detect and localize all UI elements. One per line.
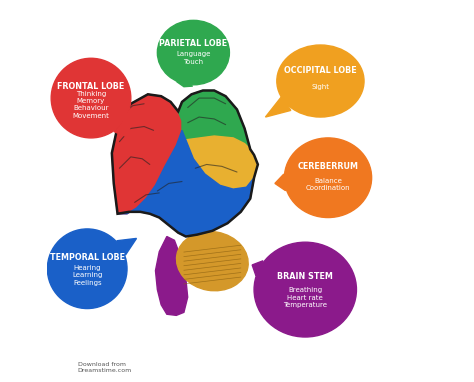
Polygon shape: [252, 261, 263, 276]
Text: BRAIN STEM: BRAIN STEM: [277, 272, 333, 281]
Ellipse shape: [47, 229, 127, 309]
Text: OCCIPITAL LOBE: OCCIPITAL LOBE: [284, 66, 357, 75]
Ellipse shape: [284, 138, 372, 217]
Polygon shape: [118, 130, 254, 236]
Ellipse shape: [176, 231, 248, 291]
Polygon shape: [114, 120, 135, 140]
Ellipse shape: [277, 45, 364, 117]
Text: Hearing
Learning
Feelings: Hearing Learning Feelings: [72, 265, 102, 286]
Text: FRONTAL LOBE: FRONTAL LOBE: [57, 83, 125, 91]
Text: Thinking
Memory
Behaviour
Movement: Thinking Memory Behaviour Movement: [73, 91, 109, 119]
Polygon shape: [155, 236, 188, 316]
Polygon shape: [117, 238, 137, 255]
Polygon shape: [186, 136, 258, 189]
Polygon shape: [112, 94, 182, 214]
Text: CEREBERRUM: CEREBERRUM: [298, 162, 358, 171]
Polygon shape: [178, 91, 250, 149]
Ellipse shape: [157, 20, 229, 85]
Text: Breathing
Heart rate
Temperature: Breathing Heart rate Temperature: [283, 287, 327, 308]
Polygon shape: [177, 82, 193, 87]
Text: PARIETAL LOBE: PARIETAL LOBE: [159, 39, 228, 48]
Text: Language
Touch: Language Touch: [176, 51, 210, 65]
Polygon shape: [275, 174, 286, 191]
Ellipse shape: [51, 58, 131, 138]
Text: Balance
Coordination: Balance Coordination: [306, 178, 350, 191]
Text: TEMPORAL LOBE: TEMPORAL LOBE: [50, 253, 125, 262]
Text: Download from
Dreamstime.com: Download from Dreamstime.com: [78, 362, 132, 373]
Polygon shape: [265, 96, 291, 117]
Text: Sight: Sight: [311, 84, 329, 90]
Ellipse shape: [254, 242, 356, 337]
